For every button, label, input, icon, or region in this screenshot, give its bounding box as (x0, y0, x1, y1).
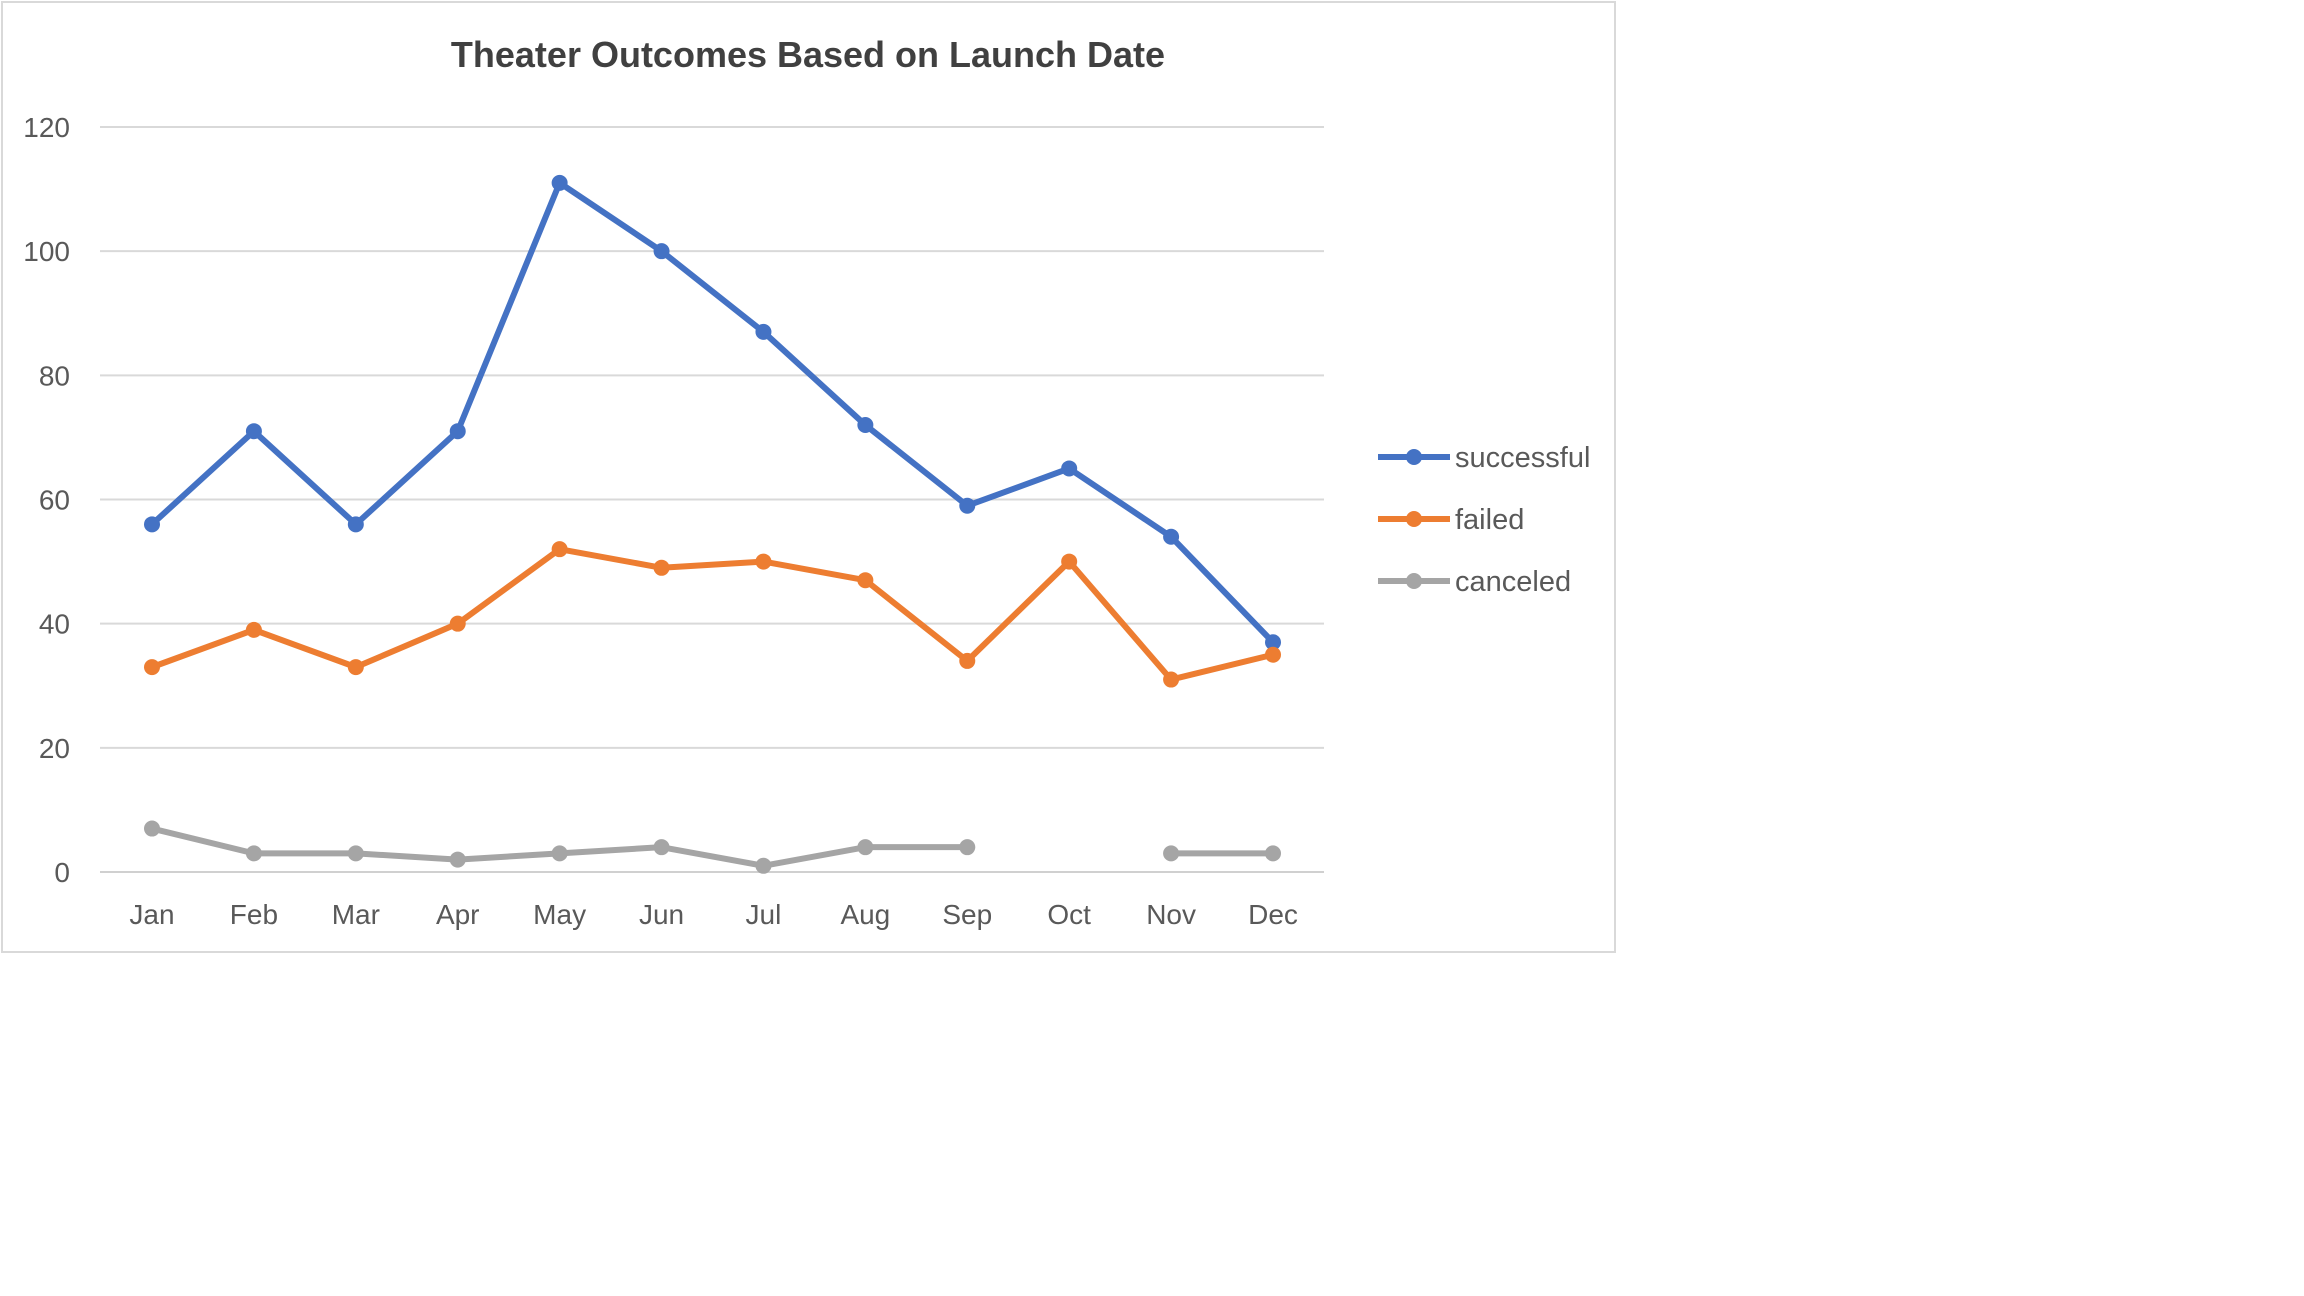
x-tick-label: Feb (230, 899, 278, 930)
data-point (245, 423, 262, 440)
data-point (1163, 671, 1180, 688)
x-tick-label: May (533, 899, 586, 930)
chart-title: Theater Outcomes Based on Launch Date (451, 34, 1165, 75)
series-canceled (144, 820, 1281, 874)
data-point (449, 615, 466, 632)
data-point (347, 659, 364, 676)
x-tick-label: Mar (332, 899, 380, 930)
y-tick-label: 80 (39, 360, 70, 391)
data-point (449, 851, 466, 868)
data-point (653, 243, 670, 260)
data-point (857, 839, 874, 856)
chart-area (1, 1, 1616, 953)
data-point (245, 845, 262, 862)
data-point (959, 497, 976, 514)
data-point (653, 839, 670, 856)
data-point (144, 820, 160, 837)
data-point (857, 417, 874, 433)
series-line (149, 546, 1276, 683)
legend-entry-failed: failed (1378, 504, 1524, 536)
x-tick-label: Sep (942, 899, 992, 930)
data-point (1265, 634, 1281, 651)
y-tick-label: 0 (54, 857, 70, 888)
y-tick-label: 100 (23, 236, 70, 267)
data-point (347, 845, 364, 862)
y-axis: 0 20 40 60 80 100 120 (23, 112, 70, 888)
y-tick-label: 20 (39, 733, 70, 764)
data-point (144, 516, 160, 533)
data-point (144, 659, 160, 676)
x-tick-label: Jan (129, 899, 174, 930)
data-point (1061, 553, 1078, 570)
legend-entry-successful: successful (1378, 442, 1590, 474)
x-tick-label: Nov (1146, 899, 1196, 930)
legend: successful failed canceled (1378, 442, 1590, 598)
legend-entry-canceled: canceled (1378, 566, 1571, 598)
x-tick-label: Aug (840, 899, 890, 930)
gridlines (100, 126, 1324, 873)
x-tick-label: Dec (1248, 899, 1298, 930)
x-tick-label: Jul (746, 899, 782, 930)
data-point (1163, 845, 1180, 862)
data-point (755, 553, 772, 570)
data-point (1061, 460, 1078, 477)
data-point (1265, 845, 1281, 862)
data-point (959, 652, 976, 669)
legend-marker (1406, 573, 1422, 589)
legend-label: failed (1455, 504, 1524, 536)
legend-label: canceled (1455, 566, 1571, 598)
data-point (653, 559, 670, 576)
data-point (245, 621, 262, 638)
data-point (1163, 528, 1180, 545)
data-point (551, 174, 568, 191)
data-point (449, 423, 466, 440)
series-line (149, 179, 1276, 646)
legend-marker (1406, 511, 1422, 527)
data-point (347, 516, 364, 533)
x-tick-label: Oct (1047, 899, 1091, 930)
data-point (959, 839, 976, 856)
data-point (755, 857, 772, 874)
plot-series (144, 174, 1281, 874)
x-axis: Jan Feb Mar Apr May Jun Jul Aug Sep Oct Nov Dec (129, 899, 1297, 930)
x-tick-label: Jun (639, 899, 684, 930)
data-point (551, 541, 568, 558)
legend-marker (1406, 449, 1422, 465)
data-point (1265, 646, 1281, 663)
x-tick-label: Apr (436, 899, 480, 930)
series-failed (144, 541, 1281, 688)
y-tick-label: 40 (39, 609, 70, 640)
y-tick-label: 60 (39, 485, 70, 516)
data-point (755, 323, 772, 340)
y-tick-label: 120 (23, 112, 70, 143)
legend-label: successful (1455, 442, 1590, 474)
series-successful (144, 174, 1281, 651)
data-point (857, 572, 874, 589)
data-point (551, 845, 568, 862)
